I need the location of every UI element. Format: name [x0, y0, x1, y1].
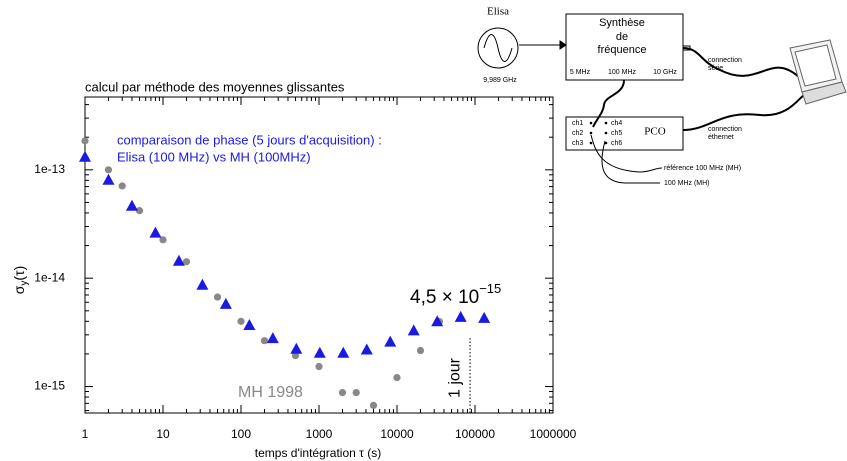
input-label: référence 100 MHz (MH)	[664, 165, 741, 172]
triangle-point	[102, 173, 115, 185]
link-label: connection	[708, 57, 742, 64]
cable	[601, 140, 660, 184]
synth-output: 10 GHz	[653, 69, 677, 76]
cable	[682, 47, 801, 79]
circle-point	[369, 401, 378, 409]
y-axis-label: σy(τ)	[11, 266, 30, 295]
y-tick-label: 1e-15	[34, 379, 65, 393]
synth-output: 5 MHz	[570, 69, 591, 76]
synth-label: Synthèse	[599, 17, 645, 29]
circle-point	[260, 337, 269, 345]
link-label: connection	[708, 126, 742, 133]
circle-point	[135, 207, 144, 215]
channel: ch5	[611, 130, 622, 137]
circle-point	[338, 388, 347, 397]
triangle-point	[337, 346, 350, 358]
circle-point	[104, 166, 113, 174]
triangle-point	[149, 226, 162, 238]
arrow-head	[559, 40, 567, 50]
triangle-point	[266, 332, 279, 344]
x-tick-label: 1000	[306, 427, 333, 441]
x-axis-label: temps d'intégration τ (s)	[255, 446, 381, 460]
link-label: série	[708, 65, 723, 72]
triangle-point	[243, 318, 256, 330]
triangle-point	[172, 254, 185, 266]
pco-label: PCO	[644, 126, 665, 138]
y-tick-label: 1e-13	[34, 162, 65, 176]
channel: ch1	[572, 120, 583, 127]
connector	[683, 45, 691, 51]
link-label: éthernet	[708, 134, 734, 141]
x-tick-label: 10000	[380, 427, 414, 441]
level-annotation: 4,5 × 10−15	[410, 281, 501, 308]
input-label: 100 MHz (MH)	[664, 180, 710, 187]
sine	[483, 34, 513, 62]
x-tick-label: 100000	[455, 427, 495, 441]
legend-label: Elisa (100 MHz) vs MH (100MHz)	[117, 149, 311, 164]
channel: ch2	[572, 130, 583, 137]
triangle-point	[478, 311, 491, 323]
cable	[682, 94, 806, 131]
triangle-point	[125, 199, 138, 211]
source-frequency: 9,989 GHz	[483, 77, 517, 84]
triangle-point	[219, 297, 232, 309]
pco-box	[565, 116, 684, 151]
triangle-point	[196, 278, 209, 290]
oscillator-symbol	[477, 27, 519, 69]
circle-point	[81, 137, 89, 145]
x-tick-label: 1	[82, 427, 89, 441]
x-tick-label: 10	[156, 427, 170, 441]
legend-heading: comparaison de phase (5 jours d'acquisit…	[117, 132, 382, 147]
circle-point	[182, 258, 191, 266]
triangle-point	[360, 343, 373, 355]
triangle-point	[384, 335, 397, 347]
cable	[590, 134, 663, 173]
triangle-point	[313, 346, 326, 358]
circle-point	[213, 293, 222, 301]
source-label: Elisa	[487, 6, 509, 18]
triangle-point	[407, 324, 420, 336]
synth-label: de	[616, 31, 628, 43]
laptop	[789, 39, 847, 105]
circle-point	[315, 362, 323, 371]
circle-point	[352, 388, 360, 397]
channel: ch6	[611, 140, 622, 147]
synth-label: fréquence	[598, 44, 647, 56]
channel: ch3	[572, 140, 583, 147]
triangle-point	[454, 310, 467, 322]
triangle-point	[431, 315, 444, 327]
day-label: 1 jour	[446, 357, 463, 398]
x-tick-label: 1000000	[530, 427, 577, 441]
circle-point	[118, 182, 126, 190]
circle-point	[393, 373, 401, 382]
y-tick-label: 1e-14	[34, 270, 65, 284]
circle-point	[416, 346, 425, 355]
circle-point	[237, 317, 245, 325]
cable	[592, 79, 625, 128]
x-tick-label: 100	[231, 427, 251, 441]
triangle-point	[290, 342, 303, 354]
triangle-point	[79, 150, 91, 162]
channel: ch4	[611, 120, 622, 127]
chart-title: calcul par méthode des moyennes glissant…	[85, 79, 345, 94]
series-label: MH 1998	[238, 384, 303, 401]
synth-output: 100 MHz	[608, 69, 637, 76]
setup-diagram	[477, 13, 847, 184]
circle-point	[159, 236, 167, 244]
